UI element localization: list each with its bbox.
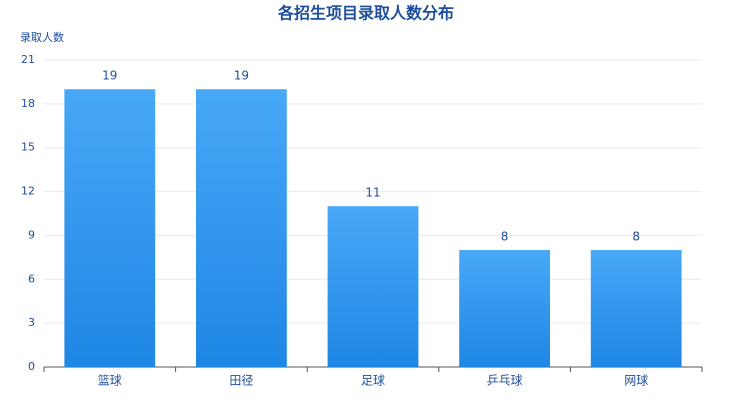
y-tick-label: 21 xyxy=(21,53,35,66)
x-tick-label: 足球 xyxy=(361,374,385,388)
bar xyxy=(327,206,419,367)
x-tick-label: 乒乓球 xyxy=(487,374,523,388)
bar xyxy=(195,89,287,367)
data-label: 11 xyxy=(365,186,380,200)
chart-title: 各招生项目录取人数分布 xyxy=(277,4,454,23)
data-label: 19 xyxy=(234,69,249,83)
y-axis-title: 录取人数 xyxy=(20,31,64,44)
bar xyxy=(64,89,156,367)
x-tick-label: 网球 xyxy=(624,374,648,388)
bar xyxy=(459,250,551,367)
y-tick-label: 9 xyxy=(28,228,35,241)
x-tick-label: 篮球 xyxy=(98,373,122,388)
data-label: 19 xyxy=(102,69,117,83)
y-tick-label: 12 xyxy=(21,185,35,198)
y-tick-label: 6 xyxy=(28,272,35,285)
y-tick-label: 15 xyxy=(21,141,35,154)
y-tick-label: 18 xyxy=(21,97,35,110)
x-tick-label: 田径 xyxy=(229,374,253,388)
data-label: 8 xyxy=(501,230,509,244)
data-label: 8 xyxy=(632,230,640,244)
bar xyxy=(590,250,682,367)
y-tick-label: 3 xyxy=(28,316,35,329)
y-tick-label: 0 xyxy=(28,360,35,373)
